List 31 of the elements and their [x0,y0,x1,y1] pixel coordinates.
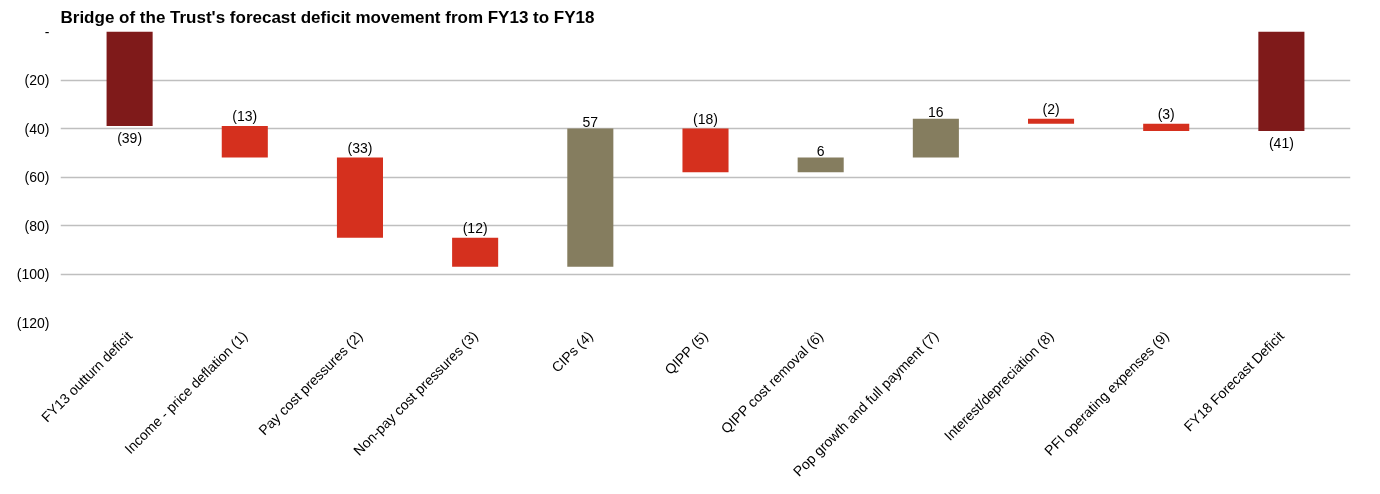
y-tick-label: (100) [16,266,50,282]
y-tick-label: (60) [24,169,50,185]
bar [1258,31,1305,131]
y-tick-label: (40) [24,120,50,137]
data-label: (41) [1268,134,1294,151]
data-label: 57 [582,113,599,130]
data-label: (18) [693,110,718,127]
data-label: 16 [928,103,944,120]
bar [221,126,268,158]
bar [797,157,844,173]
bar [336,157,383,238]
y-tick-label: (20) [24,72,50,88]
data-label: (39) [117,130,143,147]
bar [106,31,153,127]
x-tick-label: CIPs (4) [548,327,596,376]
bar [1143,123,1190,131]
y-tick-label: - [44,23,50,40]
data-label: (2) [1042,100,1060,117]
data-label: (12) [462,219,488,236]
bar [567,128,614,267]
y-tick-label: (120) [16,314,50,331]
bar [912,118,959,158]
bar [452,237,499,267]
bar [682,128,729,173]
data-label: (13) [232,108,258,125]
y-tick-label: (80) [24,217,50,234]
bar [1028,118,1075,124]
chart-title: Bridge of the Trust's forecast deficit movement from FY13 to FY18 [60,7,595,27]
data-label: (3) [1157,105,1175,122]
data-label: 6 [816,142,825,159]
data-label: (33) [347,139,373,156]
